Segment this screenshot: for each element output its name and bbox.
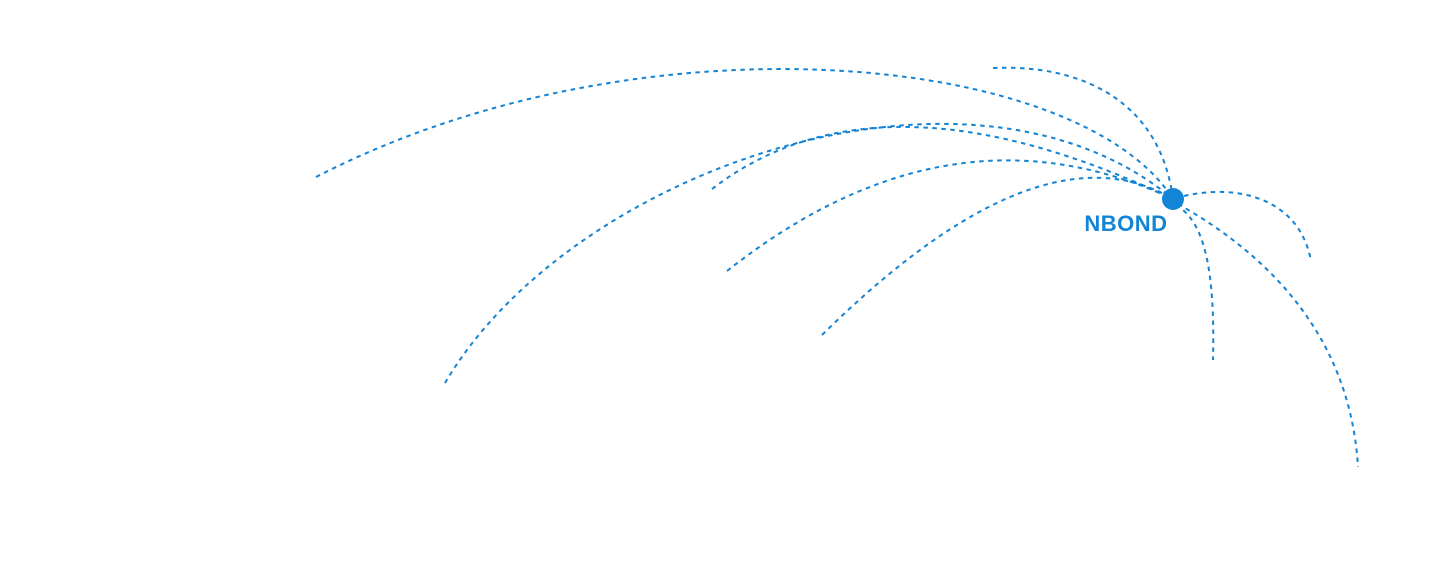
edge-bottom-right-sweep[interactable] — [1177, 203, 1359, 468]
edge-right-hook[interactable] — [1183, 190, 1312, 262]
edge-mid-left-upper[interactable] — [711, 125, 1174, 200]
edge-lower-left-long[interactable] — [444, 122, 1174, 384]
node-label: NBOND — [1084, 211, 1167, 236]
edge-mid-left-middle[interactable] — [726, 159, 1174, 272]
edge-top[interactable] — [992, 66, 1174, 200]
edge-upper-left-long[interactable] — [315, 68, 1174, 200]
graph-node-nbond[interactable] — [1162, 188, 1184, 210]
edge-layer — [315, 66, 1359, 468]
edge-down[interactable] — [1175, 204, 1215, 361]
edge-mid-left-lower[interactable] — [821, 176, 1174, 336]
